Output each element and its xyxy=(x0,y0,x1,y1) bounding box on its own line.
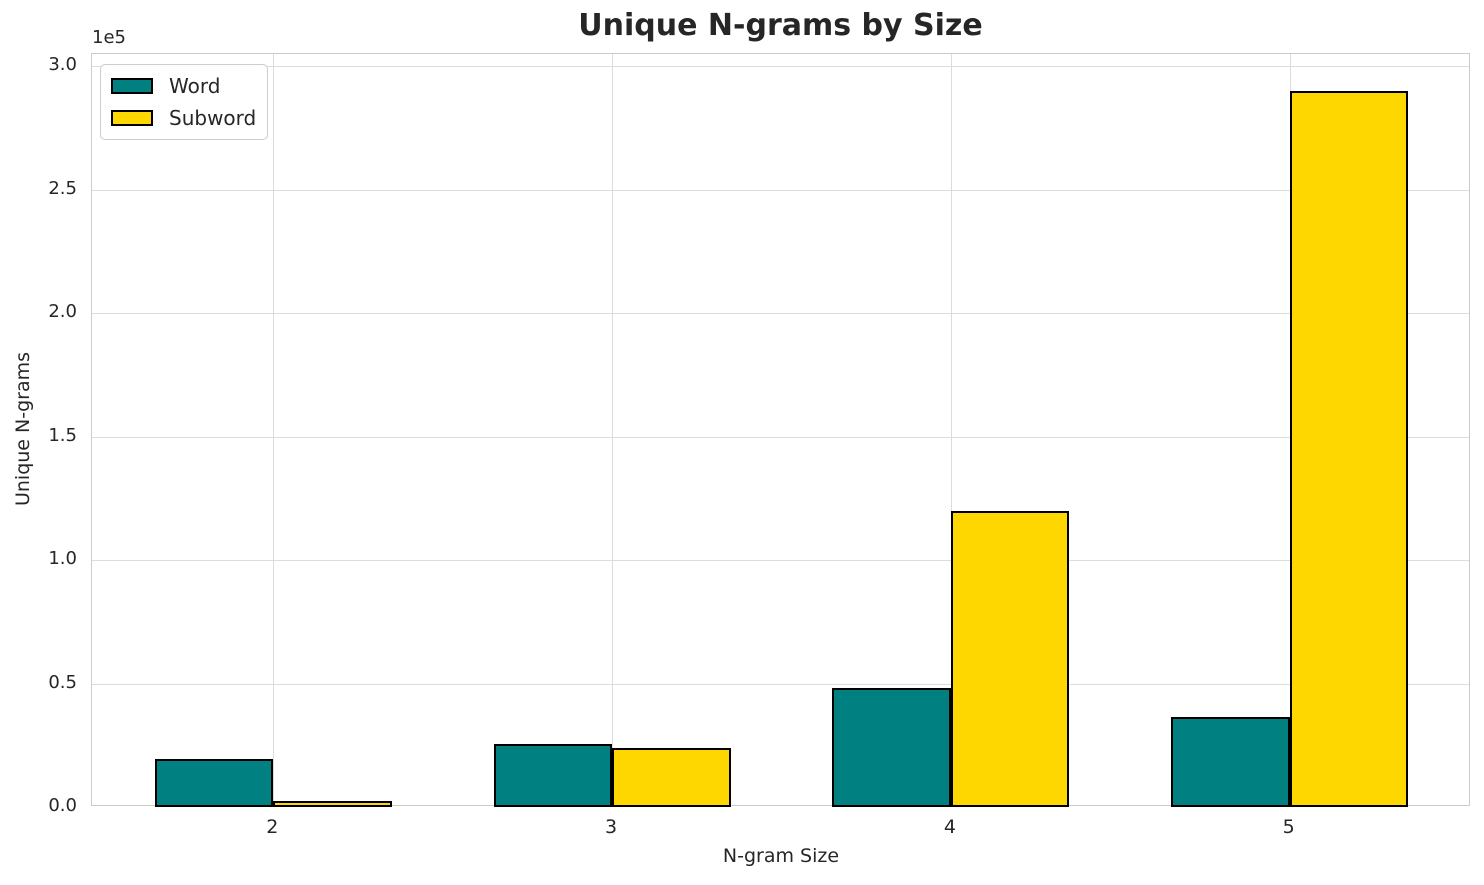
legend-swatch-subword xyxy=(111,110,153,126)
legend: Word Subword xyxy=(100,64,268,140)
bar-word-5 xyxy=(1171,716,1290,807)
h-gridline-2.0 xyxy=(92,313,1469,315)
v-gridline-4 xyxy=(950,54,952,805)
y-axis-label: Unique N-grams xyxy=(12,351,34,507)
y-axis-offset-label: 1e5 xyxy=(92,27,126,48)
x-tick-label-2: 2 xyxy=(266,816,279,838)
h-gridline-1.5 xyxy=(92,436,1469,438)
y-tick-label-1.0: 1.0 xyxy=(48,548,77,570)
y-tick-label-3.0: 3.0 xyxy=(48,54,77,76)
x-tick-label-5: 5 xyxy=(1282,816,1295,838)
bar-subword-5 xyxy=(1289,91,1409,807)
legend-item-word: Word xyxy=(111,74,257,98)
x-axis-label: N-gram Size xyxy=(722,845,840,867)
bar-subword-2 xyxy=(273,800,392,807)
x-tick-label-4: 4 xyxy=(943,816,956,838)
y-tick-label-2.5: 2.5 xyxy=(48,177,77,199)
bar-subword-3 xyxy=(612,747,731,807)
v-gridline-3 xyxy=(612,54,614,805)
y-tick-label-0.0: 0.0 xyxy=(48,795,77,816)
h-gridline-3.0 xyxy=(92,66,1469,68)
legend-item-subword: Subword xyxy=(111,106,257,130)
y-tick-label-1.5: 1.5 xyxy=(48,424,77,446)
bar-word-4 xyxy=(832,688,951,807)
h-gridline-1.0 xyxy=(92,560,1469,562)
legend-label-subword: Subword xyxy=(169,106,257,130)
legend-label-word: Word xyxy=(169,74,221,98)
y-tick-label-0.5: 0.5 xyxy=(48,671,77,693)
bar-word-3 xyxy=(493,744,613,807)
chart-title: Unique N-grams by Size xyxy=(578,8,983,43)
plot-area xyxy=(91,53,1470,807)
y-tick-label-2.0: 2.0 xyxy=(48,301,77,323)
h-gridline-0.5 xyxy=(92,683,1469,685)
bar-subword-4 xyxy=(950,510,1070,807)
x-tick-label-3: 3 xyxy=(605,816,618,838)
bar-word-2 xyxy=(154,758,274,807)
v-gridline-2 xyxy=(273,54,275,805)
legend-swatch-word xyxy=(111,78,153,94)
h-gridline-2.5 xyxy=(92,189,1469,191)
